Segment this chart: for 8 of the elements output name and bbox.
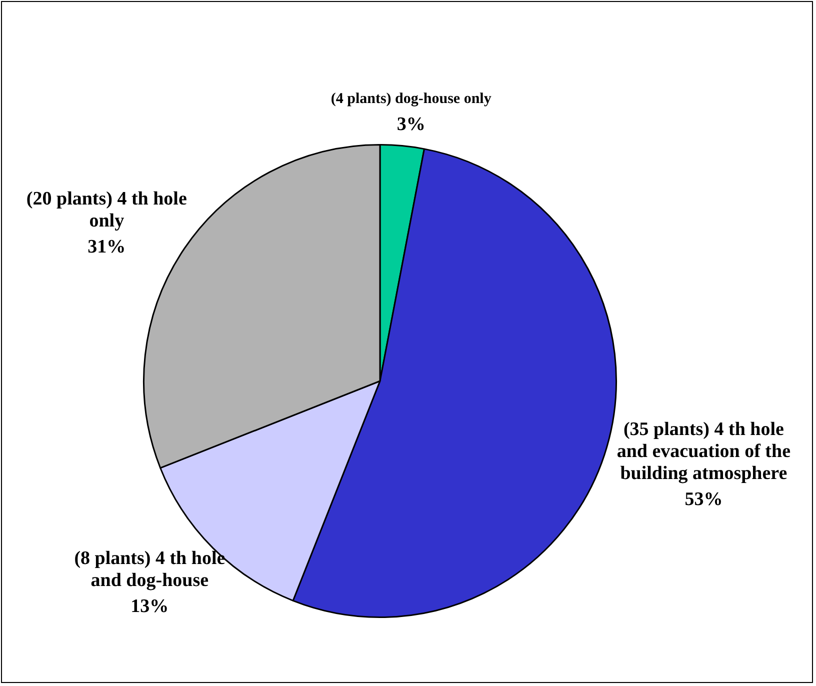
data-label: 53% bbox=[684, 489, 723, 510]
data-label: 13% bbox=[130, 596, 169, 618]
slice-label: (4 plants) dog-house only bbox=[330, 90, 492, 107]
data-label: 31% bbox=[88, 236, 126, 258]
slice-label: (35 plants) 4 th hole and evacuation of the building atmosphere bbox=[616, 419, 791, 484]
slice-label: (20 plants) 4 th hole only bbox=[26, 188, 187, 232]
slice-label: (8 plants) 4 th hole and dog-house bbox=[74, 548, 226, 592]
data-label: 3% bbox=[396, 114, 426, 135]
